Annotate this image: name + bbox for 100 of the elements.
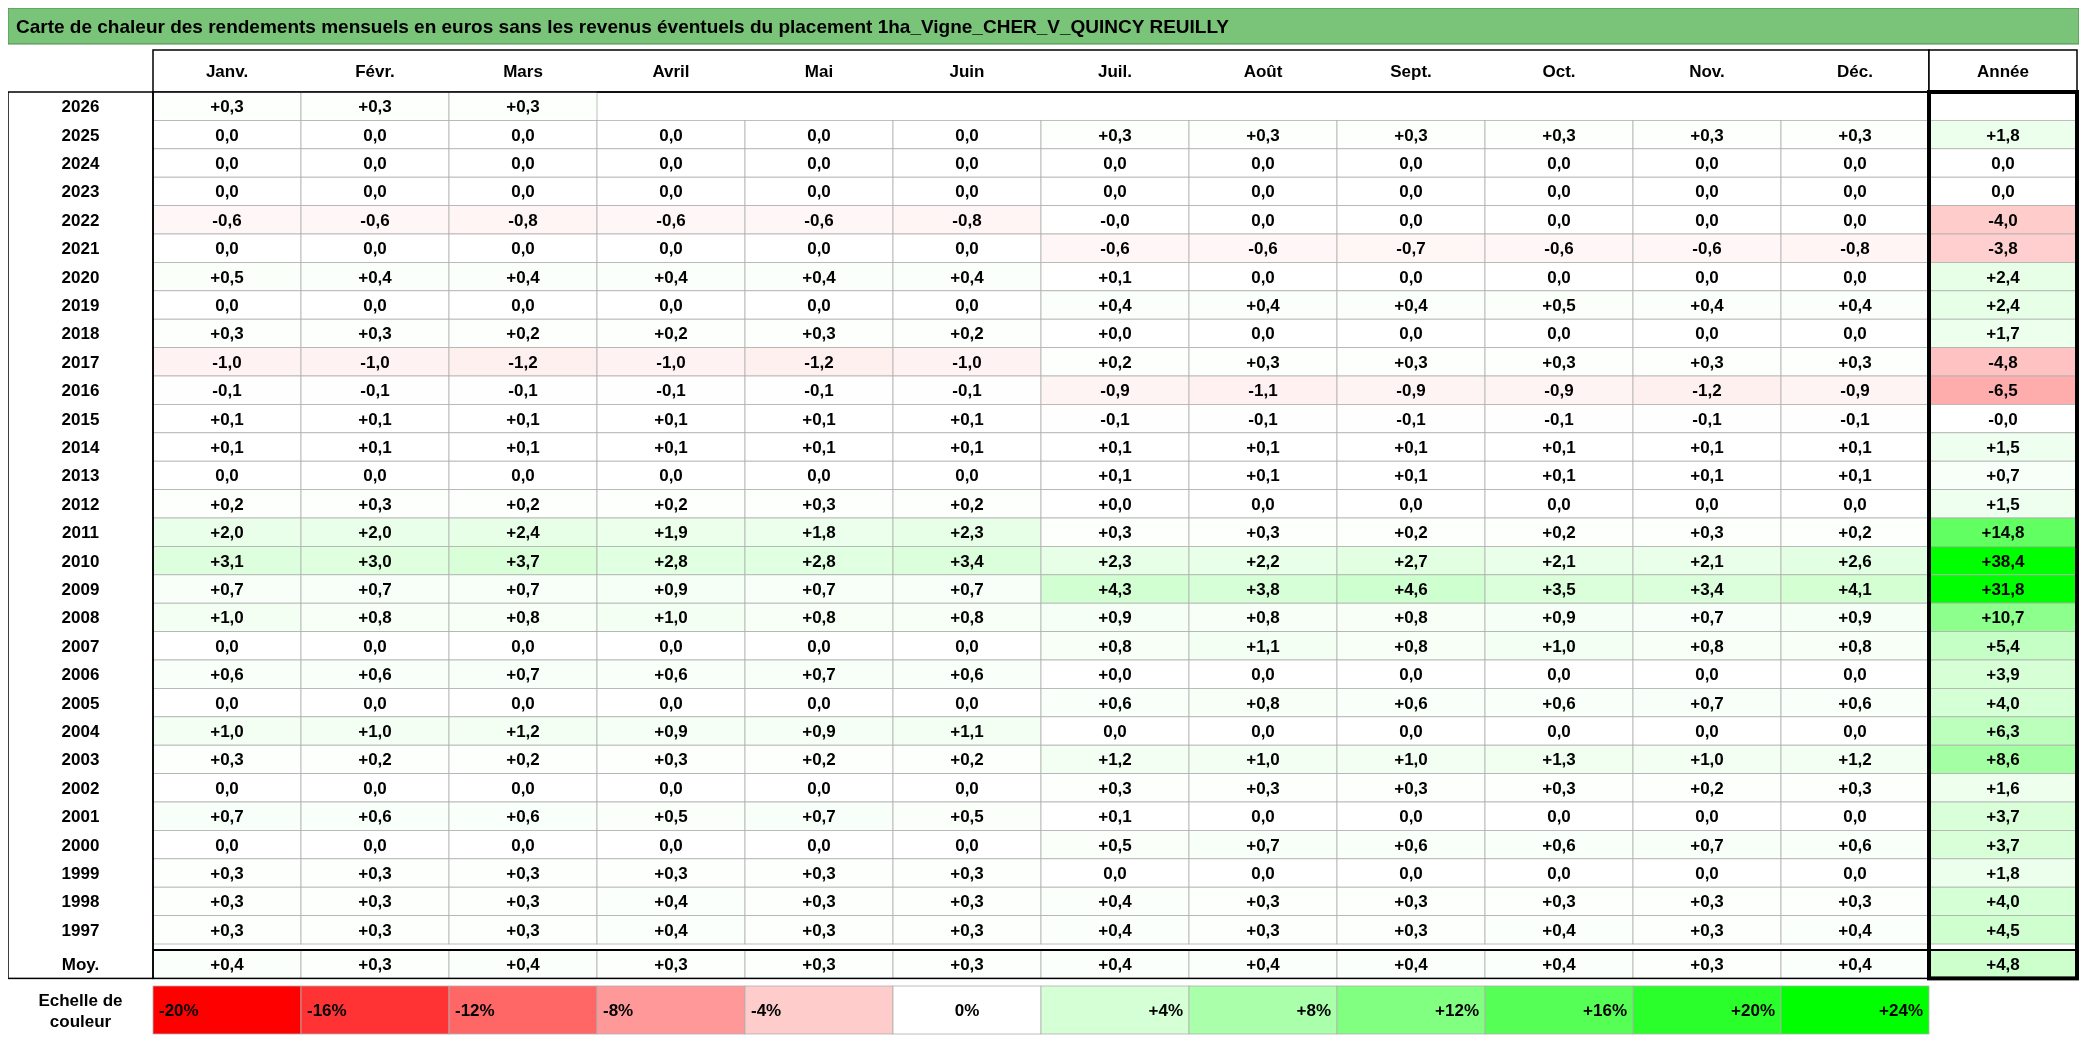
data-label: 0,0 [1547,324,1571,344]
y-tick-label: 2001 [61,807,100,827]
data-label: +0,6 [654,665,688,685]
data-label: +0,2 [1838,523,1872,543]
data-label: 0,0 [807,125,831,145]
data-label: +0,3 [210,920,244,940]
data-label: +0,1 [1246,466,1280,486]
data-label: -0,1 [1840,409,1870,429]
data-label: -0,6 [804,210,834,230]
data-label: 0,0 [363,239,387,259]
data-label: +4,0 [1986,892,2020,912]
data-label: 0,0 [955,466,979,486]
data-label: +0,2 [506,494,540,514]
data-label: +0,2 [1690,778,1724,798]
data-label: +0,3 [802,324,836,344]
data-label: +0,3 [1246,125,1280,145]
data-label: -0,6 [1248,239,1278,259]
data-label: +1,0 [358,722,392,741]
data-label: +0,9 [654,722,688,741]
data-label: +1,0 [1394,750,1428,770]
data-label: 0,0 [1103,864,1127,883]
data-label: +0,3 [210,97,244,117]
data-label: 0,0 [1103,182,1127,202]
data-label: +0,1 [654,409,688,429]
data-label: 0,0 [1399,722,1423,741]
data-label: +0,6 [506,807,540,827]
data-label: -0,9 [1840,381,1870,401]
data-label: 0,0 [1251,210,1275,230]
data-label: -0,1 [508,381,538,401]
data-label: +0,2 [506,750,540,770]
y-tick-label: Echelle de couleur [38,991,123,1031]
data-label: +0,3 [1542,352,1576,372]
data-label: +0,5 [654,807,688,827]
data-label: +0,2 [654,324,688,344]
data-label: +0,1 [1098,438,1132,457]
data-label: 0,0 [659,182,683,202]
data-label: +0,3 [1690,125,1724,145]
data-label: -3,8 [1988,239,2018,259]
data-label: +6,3 [1986,722,2020,741]
data-label: +0,8 [1098,636,1132,656]
data-label: 0,0 [215,636,239,656]
y-tick-label: 2015 [61,409,100,429]
data-label: +0,1 [1098,267,1132,287]
data-label: 0,0 [511,636,535,656]
data-label: +2,4 [1986,296,2021,315]
data-label: 0,0 [659,835,683,855]
data-label: +0,4 [1246,296,1281,315]
data-label: -0,6 [656,210,686,230]
data-label: +0,3 [1246,352,1280,372]
data-label: 0,0 [1843,665,1867,685]
y-tick-label: 2005 [61,693,100,713]
data-label: 0,0 [955,636,979,656]
data-label: 0,0 [215,778,239,798]
data-label: +1,0 [654,608,688,628]
data-label: +1,2 [1838,750,1872,770]
data-label: +0,7 [1690,693,1724,713]
data-label: +1,0 [210,608,244,628]
data-label: +0,3 [802,892,836,912]
data-label: -1,0 [952,352,982,372]
data-label: 0,0 [807,466,831,486]
y-tick-label: 2011 [62,523,99,543]
data-label: +0,3 [1690,523,1724,543]
y-tick-label: 2000 [61,835,100,855]
x-tick-label: Sept. [1390,62,1432,81]
data-label: 0,0 [215,154,239,173]
data-label: 0,0 [1103,154,1127,173]
data-label: +0,3 [1394,778,1428,798]
data-label: +0,7 [950,580,984,599]
data-label: -0,9 [1544,381,1574,401]
data-label: +2,0 [358,523,392,543]
data-label: +0,3 [950,864,984,883]
data-label: 0,0 [1103,722,1127,741]
x-tick-label: Févr. [355,62,395,81]
data-label: 0,0 [1843,210,1867,230]
y-tick-label: 2026 [61,97,100,117]
data-label: 0,0 [955,296,979,315]
data-label: +12% [1435,1001,1479,1020]
chart-title: Carte de chaleur des rendements mensuels en euros sans les revenus éventuels du placement 1ha_Vigne_CHER_V_QUINCY REUILLY [16,16,1230,37]
data-label: 0,0 [1991,154,2015,173]
data-label: 0,0 [215,125,239,145]
y-tick-label: 1999 [61,864,100,883]
data-label: 0,0 [1695,210,1719,230]
data-label: +0,8 [1394,608,1428,628]
data-label: +0,9 [1838,608,1872,628]
data-label: 0,0 [807,835,831,855]
data-label: +0,9 [654,580,688,599]
data-label: +0,3 [506,97,540,117]
y-tick-label: 2020 [61,267,100,287]
data-label: +1,8 [1986,864,2020,883]
data-label: +0,3 [1394,892,1428,912]
data-label: +0,3 [1838,892,1872,912]
data-label: +0,3 [1246,523,1280,543]
data-label: 0,0 [807,778,831,798]
data-label: 0,0 [807,693,831,713]
data-label: 0,0 [955,835,979,855]
y-tick-label: 1998 [61,892,100,912]
data-label: 0,0 [363,154,387,173]
data-label: 0,0 [1843,182,1867,202]
data-label: 0,0 [955,154,979,173]
data-label: -0,6 [212,210,242,230]
